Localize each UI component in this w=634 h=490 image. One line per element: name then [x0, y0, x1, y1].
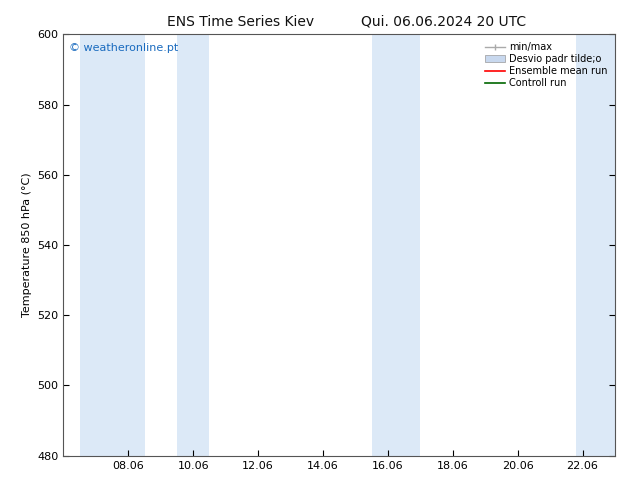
Text: © weatheronline.pt: © weatheronline.pt	[69, 43, 178, 53]
Text: Qui. 06.06.2024 20 UTC: Qui. 06.06.2024 20 UTC	[361, 15, 526, 29]
Bar	[576, 34, 615, 456]
Legend: min/max, Desvio padr tilde;o, Ensemble mean run, Controll run: min/max, Desvio padr tilde;o, Ensemble m…	[482, 39, 610, 91]
Bar	[372, 34, 420, 456]
Bar	[177, 34, 209, 456]
Text: ENS Time Series Kiev: ENS Time Series Kiev	[167, 15, 314, 29]
Bar	[80, 34, 145, 456]
Y-axis label: Temperature 850 hPa (°C): Temperature 850 hPa (°C)	[22, 172, 32, 318]
